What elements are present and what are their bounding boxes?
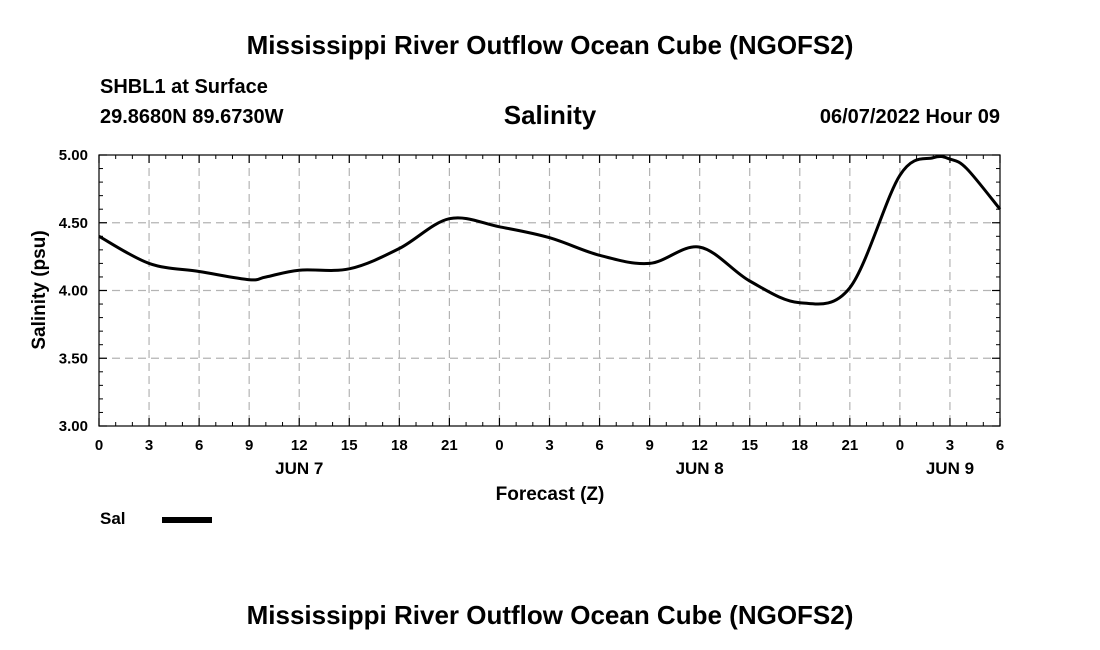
x-tick-label: 12	[691, 437, 708, 454]
x-tick-label: 9	[645, 437, 653, 454]
y-axis-label: Salinity (psu)	[29, 230, 50, 349]
x-tick-label: 18	[391, 437, 408, 454]
x-tick-label: 6	[195, 437, 203, 454]
chart-title-top: Mississippi River Outflow Ocean Cube (NG…	[246, 30, 854, 60]
y-tick-label: 5.00	[59, 147, 88, 164]
y-tick-label: 4.50	[59, 215, 88, 232]
y-tick-label: 3.00	[59, 418, 88, 435]
x-tick-label: 9	[245, 437, 253, 454]
forecast-datetime: 06/07/2022 Hour 09	[819, 106, 1000, 128]
axis-layer: 0 3 6 9 12 15 18 21 0 3 6 9 12 15 18 21 0 3 6 3.00 3.50 4.00 4…	[59, 147, 1004, 478]
x-tick-label: 12	[291, 437, 308, 454]
series-layer	[98, 154, 1002, 306]
x-tick-label: 3	[545, 437, 553, 454]
station-name: SHBL1 at Surface	[100, 76, 268, 98]
x-tick-label: 15	[741, 437, 758, 454]
legend-line-swatch	[162, 517, 212, 523]
x-tick-label: 21	[441, 437, 458, 454]
x-day-label: JUN 7	[275, 459, 323, 478]
x-tick-label: 0	[495, 437, 503, 454]
x-tick-label: 0	[896, 437, 904, 454]
x-tick-label: 3	[145, 437, 153, 454]
station-coords: 29.8680N 89.6730W	[100, 106, 284, 128]
x-tick-label: 21	[841, 437, 858, 454]
x-tick-label: 18	[791, 437, 808, 454]
x-day-label: JUN 8	[676, 459, 724, 478]
x-tick-label: 3	[946, 437, 954, 454]
x-axis-label: Forecast (Z)	[496, 484, 605, 505]
x-day-label: JUN 9	[926, 459, 974, 478]
y-tick-label: 4.00	[59, 283, 88, 300]
grid-layer	[99, 155, 1000, 426]
x-tick-label: 15	[341, 437, 358, 454]
y-tick-label: 3.50	[59, 350, 88, 367]
x-tick-label: 6	[996, 437, 1004, 454]
series-line-sal	[98, 154, 1002, 306]
legend-label: Sal	[100, 509, 126, 528]
plot-title: Salinity	[504, 100, 597, 130]
chart-title-bottom: Mississippi River Outflow Ocean Cube (NG…	[246, 600, 854, 630]
x-tick-label: 0	[95, 437, 103, 454]
x-tick-label: 6	[595, 437, 603, 454]
